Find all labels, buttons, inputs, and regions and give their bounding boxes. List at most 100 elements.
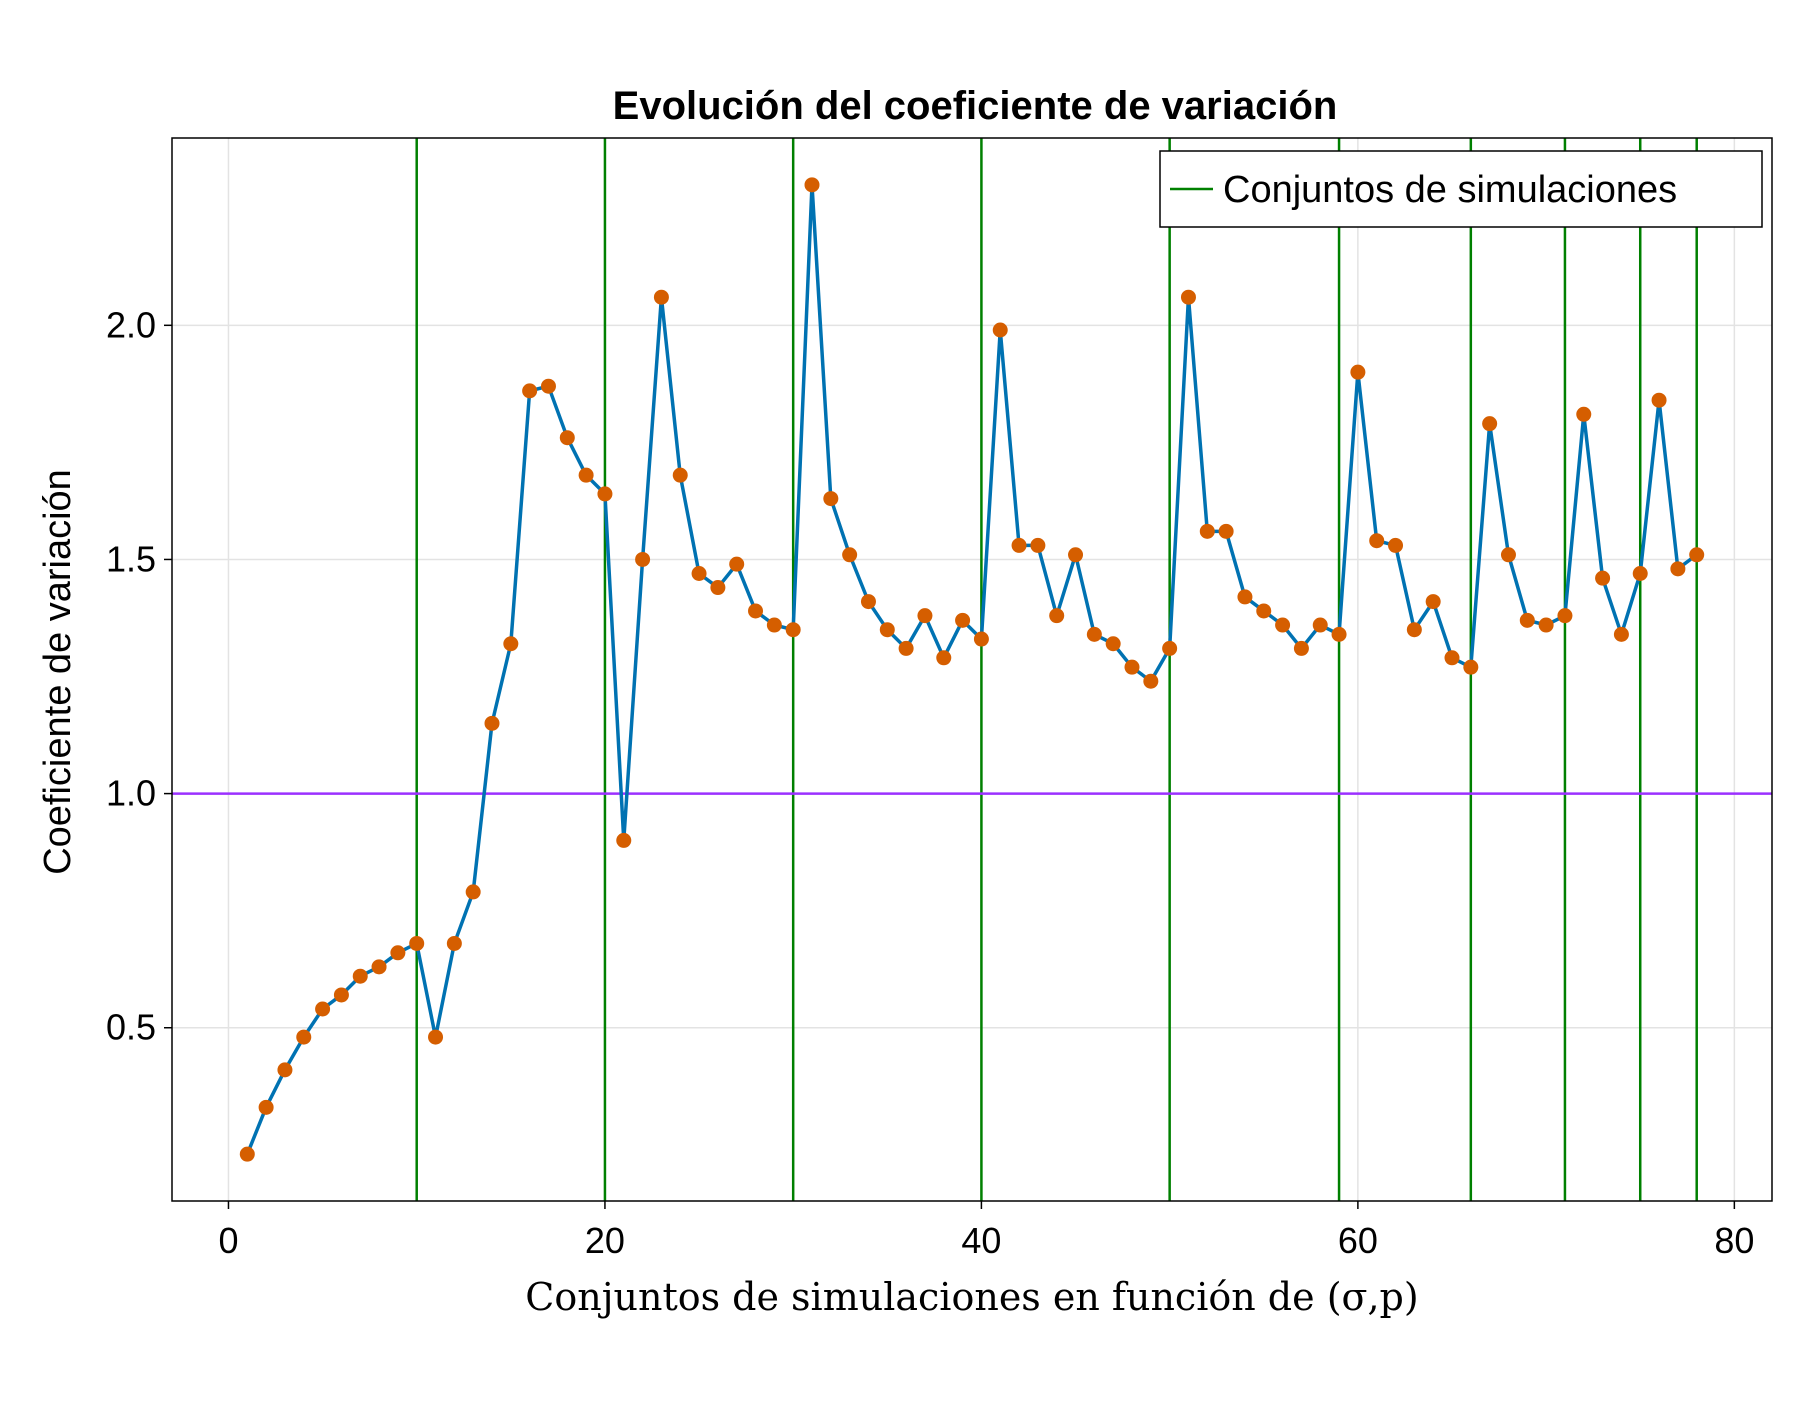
data-point (1406, 622, 1422, 638)
series-line (245, 183, 1698, 1155)
data-point (955, 612, 971, 628)
legend-box (1159, 150, 1763, 228)
data-point (860, 594, 876, 610)
data-point (352, 968, 368, 984)
x-tick-label: 0 (218, 1220, 238, 1261)
data-point (1105, 636, 1121, 652)
data-point (540, 378, 556, 394)
vertical-lines (415, 138, 1698, 1201)
data-point (936, 650, 952, 666)
data-point (1030, 537, 1046, 553)
data-point (766, 617, 782, 633)
data-point (1237, 589, 1253, 605)
data-point (1256, 603, 1272, 619)
data-point (559, 430, 575, 446)
data-point (578, 467, 594, 483)
data-point (616, 832, 632, 848)
data-point (1086, 626, 1102, 642)
data-point (1632, 566, 1648, 582)
data-point (973, 631, 989, 647)
x-tick-label: 40 (961, 1220, 1001, 1261)
data-point (1143, 673, 1159, 689)
data-point (729, 556, 745, 572)
data-point (1275, 617, 1291, 633)
x-axis-label: Conjuntos de simulaciones en función de … (525, 1275, 1418, 1319)
data-point (333, 987, 349, 1003)
data-point (277, 1062, 293, 1078)
data-point (1293, 640, 1309, 656)
data-point (1331, 626, 1347, 642)
y-axis-label: Coeficiente de variación (37, 469, 79, 875)
data-point (691, 566, 707, 582)
data-point (239, 1146, 255, 1162)
data-point (1369, 533, 1385, 549)
data-point (748, 603, 764, 619)
data-point (503, 636, 519, 652)
legend-label: Conjuntos de simulaciones (1223, 169, 1677, 211)
y-tick-label: 1.5 (106, 538, 156, 579)
data-point (258, 1099, 274, 1115)
x-tick-label: 80 (1714, 1220, 1754, 1261)
data-point (635, 551, 651, 567)
data-point (1576, 406, 1592, 422)
data-point (1425, 594, 1441, 610)
plot-frame (171, 137, 1773, 1202)
y-tick-label: 1.0 (106, 773, 156, 814)
y-tick-label: 2.0 (106, 304, 156, 345)
x-tick-label: 60 (1338, 1220, 1378, 1261)
data-point (879, 622, 895, 638)
data-point (898, 640, 914, 656)
x-tick-label: 20 (585, 1220, 625, 1261)
data-point (710, 580, 726, 596)
data-point (597, 486, 613, 502)
data-point (371, 959, 387, 975)
data-point (1011, 537, 1027, 553)
data-point (465, 884, 481, 900)
y-axis-ticks: 0.5 1.0 1.5 2.0 (106, 304, 172, 1048)
data-point (1162, 640, 1178, 656)
data-point (390, 945, 406, 961)
data-point (1519, 612, 1535, 628)
data-point (428, 1029, 444, 1045)
data-point (1444, 650, 1460, 666)
data-point (992, 322, 1008, 338)
data-point (1463, 659, 1479, 675)
data-point (842, 547, 858, 563)
data-point (1068, 547, 1084, 563)
series-layer (239, 177, 1705, 1162)
data-point (1651, 392, 1667, 408)
data-point (1595, 570, 1611, 586)
data-point (1482, 416, 1498, 432)
data-point (1500, 547, 1516, 563)
data-point (1180, 289, 1196, 305)
data-point (522, 383, 538, 399)
legend: Conjuntos de simulaciones (1159, 150, 1763, 228)
data-point (1312, 617, 1328, 633)
y-tick-label: 0.5 (106, 1007, 156, 1048)
data-point (1670, 561, 1686, 577)
data-point (1124, 659, 1140, 675)
data-point (917, 608, 933, 624)
data-point (446, 935, 462, 951)
data-point (1350, 364, 1366, 380)
data-point (804, 177, 820, 193)
data-point (1613, 626, 1629, 642)
grid-lines (172, 138, 1772, 1201)
data-point (296, 1029, 312, 1045)
data-point (1689, 547, 1705, 563)
data-point (1388, 537, 1404, 553)
data-point (1557, 608, 1573, 624)
data-point (1199, 523, 1215, 539)
data-point (1538, 617, 1554, 633)
data-point (1049, 608, 1065, 624)
data-point (785, 622, 801, 638)
data-point (672, 467, 688, 483)
data-point (484, 715, 500, 731)
data-point (315, 1001, 331, 1017)
x-axis-ticks: 0 20 40 60 80 (218, 1201, 1754, 1261)
data-point (409, 935, 425, 951)
data-point (823, 491, 839, 507)
data-point (1218, 523, 1234, 539)
